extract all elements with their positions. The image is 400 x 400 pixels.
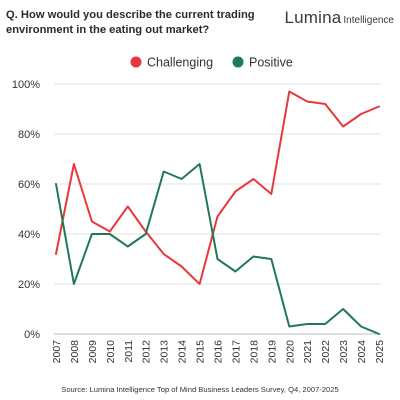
x-tick-label: 2021 — [302, 340, 314, 364]
x-tick-label: 2024 — [356, 340, 368, 364]
y-tick-label: 40% — [18, 229, 40, 241]
brand-logo: Lumina Intelligence — [284, 8, 394, 28]
x-tick-label: 2011 — [123, 340, 135, 363]
x-tick-label: 2023 — [338, 340, 350, 364]
chart-title: Q. How would you describe the current tr… — [6, 9, 255, 36]
series-line-positive — [55, 163, 380, 335]
x-tick-label: 2019 — [266, 340, 278, 364]
y-tick-label: 80% — [18, 129, 40, 141]
x-tick-label: 2020 — [284, 340, 296, 364]
y-tick-label: 60% — [18, 179, 40, 191]
x-tick-label: 2025 — [374, 340, 386, 364]
legend-label-positive: Positive — [249, 56, 293, 70]
brand-name: Lumina — [284, 8, 342, 27]
y-tick-label: 100% — [12, 79, 40, 91]
legend-marker-challenging — [130, 56, 142, 68]
x-tick-label: 2008 — [69, 340, 81, 364]
x-tick-label: 2007 — [51, 340, 63, 364]
x-tick-label: 2013 — [159, 340, 171, 364]
x-tick-label: 2009 — [87, 340, 99, 364]
x-tick-label: 2017 — [230, 340, 242, 364]
x-tick-label: 2018 — [248, 340, 260, 364]
source-note: Source: Lumina Intelligence Top of Mind … — [61, 385, 339, 394]
brand-subname: Intelligence — [343, 15, 394, 26]
x-tick-label: 2010 — [105, 340, 117, 364]
legend-label-challenging: Challenging — [147, 56, 213, 70]
x-tick-label: 2012 — [141, 340, 153, 364]
x-tick-label: 2015 — [195, 340, 207, 364]
x-tick-label: 2022 — [320, 340, 332, 364]
y-tick-label: 20% — [18, 279, 40, 291]
x-tick-label: 2014 — [177, 340, 189, 364]
legend-marker-positive — [232, 56, 244, 68]
x-tick-label: 2016 — [213, 340, 225, 364]
series-line-challenging — [55, 90, 380, 285]
y-tick-label: 0% — [24, 329, 40, 341]
